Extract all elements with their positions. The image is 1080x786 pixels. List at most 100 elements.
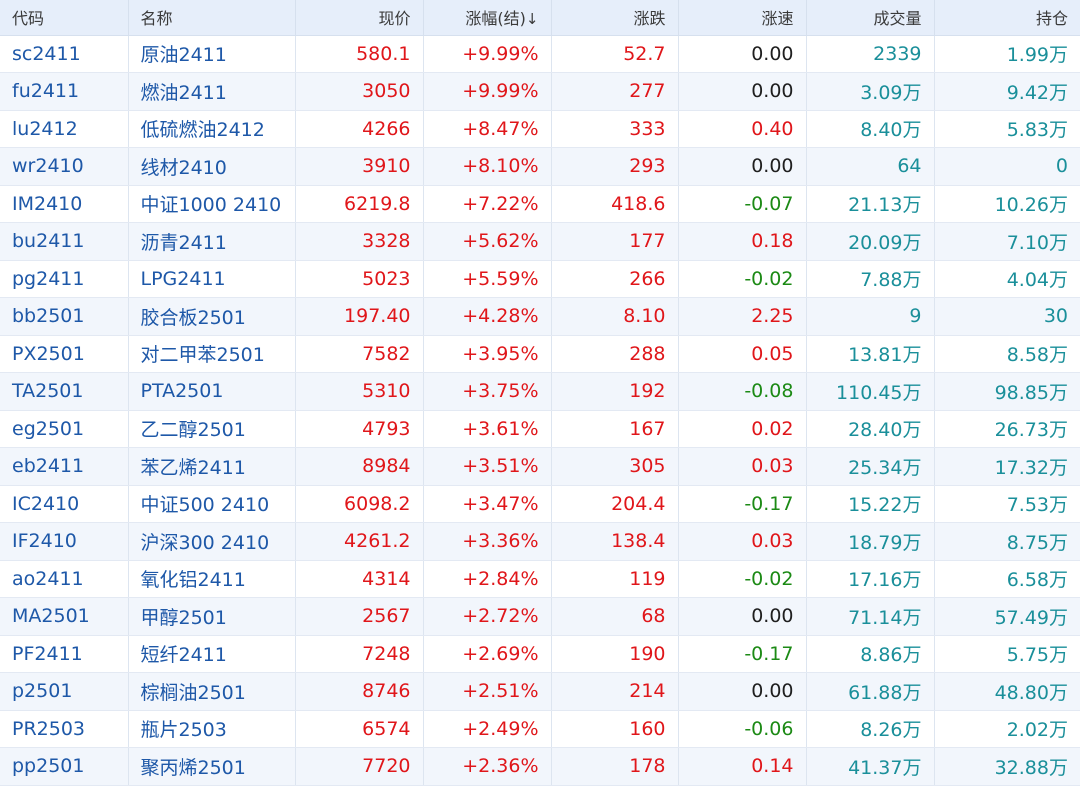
- price-cell: 6219.8: [295, 185, 424, 223]
- column-header-price[interactable]: 现价: [295, 0, 424, 36]
- table-row[interactable]: sc2411 原油2411 580.1 +9.99% 52.7 0.00 2339 1.99万: [0, 35, 1080, 73]
- table-row[interactable]: ao2411 氧化铝2411 4314 +2.84% 119 -0.02 17.16万 6.5…: [0, 560, 1080, 598]
- table-header: 代码 名称 现价 涨幅(结)↓ 涨跌 涨速 成交量 持仓: [0, 0, 1080, 36]
- speed-cell: 0.02: [678, 410, 807, 448]
- volume-cell: 28.40万: [806, 410, 935, 448]
- price-cell: 6574: [295, 710, 424, 748]
- name-cell: 原油2411: [128, 35, 296, 73]
- price-cell: 4793: [295, 410, 424, 448]
- open-interest-cell: 5.83万: [934, 110, 1080, 148]
- code-cell: pg2411: [0, 260, 129, 298]
- change-pct-cell: +2.84%: [423, 560, 552, 598]
- open-interest-cell: 5.75万: [934, 635, 1080, 673]
- change-pct-cell: +3.61%: [423, 410, 552, 448]
- open-interest-cell: 57.49万: [934, 597, 1080, 636]
- column-header-speed[interactable]: 涨速: [678, 0, 807, 36]
- speed-cell: 0.00: [678, 72, 807, 111]
- table-row[interactable]: eg2501 乙二醇2501 4793 +3.61% 167 0.02 28.40万 26.7…: [0, 410, 1080, 448]
- price-cell: 3910: [295, 147, 424, 186]
- table-row[interactable]: wr2410 线材2410 3910 +8.10% 293 0.00 64 0: [0, 147, 1080, 186]
- speed-cell: 0.40: [678, 110, 807, 148]
- column-header-volume-label: 成交量: [873, 9, 922, 29]
- price-cell: 197.40: [295, 297, 424, 336]
- table-row[interactable]: IC2410 中证500 2410 6098.2 +3.47% 204.4 -0.17 15…: [0, 485, 1080, 523]
- column-header-name[interactable]: 名称: [128, 0, 296, 36]
- change-cell: 277: [551, 72, 679, 111]
- change-cell: 160: [551, 710, 679, 748]
- open-interest-cell: 1.99万: [934, 35, 1080, 73]
- price-cell: 5023: [295, 260, 424, 298]
- table-body: sc2411 原油2411 580.1 +9.99% 52.7 0.00 2339 1.99万…: [0, 35, 1080, 786]
- volume-cell: 8.26万: [806, 710, 935, 748]
- name-cell: 对二甲苯2501: [128, 335, 296, 373]
- speed-cell: 2.25: [678, 297, 807, 336]
- change-cell: 177: [551, 222, 679, 261]
- open-interest-cell: 4.04万: [934, 260, 1080, 298]
- volume-cell: 7.88万: [806, 260, 935, 298]
- price-cell: 2567: [295, 597, 424, 636]
- volume-cell: 2339: [806, 35, 935, 73]
- volume-cell: 13.81万: [806, 335, 935, 373]
- change-cell: 8.10: [551, 297, 679, 336]
- code-cell: eg2501: [0, 410, 129, 448]
- change-cell: 68: [551, 597, 679, 636]
- price-cell: 7720: [295, 747, 424, 786]
- change-cell: 167: [551, 410, 679, 448]
- column-header-open-interest[interactable]: 持仓: [934, 0, 1080, 36]
- code-cell: sc2411: [0, 35, 129, 73]
- table-row[interactable]: pp2501 聚丙烯2501 7720 +2.36% 178 0.14 41.37万 32.8…: [0, 747, 1080, 786]
- code-cell: wr2410: [0, 147, 129, 186]
- code-cell: IM2410: [0, 185, 129, 223]
- column-header-change-label: 涨跌: [633, 9, 666, 29]
- price-cell: 8984: [295, 447, 424, 486]
- speed-cell: 0.14: [678, 747, 807, 786]
- name-cell: 胶合板2501: [128, 297, 296, 336]
- table-row[interactable]: TA2501 PTA2501 5310 +3.75% 192 -0.08 110.45万 98…: [0, 372, 1080, 411]
- price-cell: 3050: [295, 72, 424, 111]
- table-row[interactable]: eb2411 苯乙烯2411 8984 +3.51% 305 0.03 25.34万 17.3…: [0, 447, 1080, 486]
- name-cell: 苯乙烯2411: [128, 447, 296, 486]
- volume-cell: 21.13万: [806, 185, 935, 223]
- change-pct-cell: +8.10%: [423, 147, 552, 186]
- open-interest-cell: 9.42万: [934, 72, 1080, 111]
- code-cell: eb2411: [0, 447, 129, 486]
- change-pct-cell: +5.59%: [423, 260, 552, 298]
- table-row[interactable]: lu2412 低硫燃油2412 4266 +8.47% 333 0.40 8.40万 5.83…: [0, 110, 1080, 148]
- open-interest-cell: 98.85万: [934, 372, 1080, 411]
- table-row[interactable]: PF2411 短纤2411 7248 +2.69% 190 -0.17 8.86万 5.75万: [0, 635, 1080, 673]
- table-row[interactable]: PR2503 瓶片2503 6574 +2.49% 160 -0.06 8.26万 2.02万: [0, 710, 1080, 748]
- code-cell: p2501: [0, 672, 129, 711]
- speed-cell: -0.08: [678, 372, 807, 411]
- change-pct-cell: +5.62%: [423, 222, 552, 261]
- table-row[interactable]: MA2501 甲醇2501 2567 +2.72% 68 0.00 71.14万 57.49万: [0, 597, 1080, 636]
- change-pct-cell: +2.69%: [423, 635, 552, 673]
- table-row[interactable]: IF2410 沪深300 2410 4261.2 +3.36% 138.4 0.03 18.…: [0, 522, 1080, 561]
- change-pct-cell: +3.51%: [423, 447, 552, 486]
- table-row[interactable]: fu2411 燃油2411 3050 +9.99% 277 0.00 3.09万 9.42万: [0, 72, 1080, 111]
- code-cell: MA2501: [0, 597, 129, 636]
- column-header-volume[interactable]: 成交量: [806, 0, 935, 36]
- column-header-code[interactable]: 代码: [0, 0, 129, 36]
- change-pct-cell: +3.95%: [423, 335, 552, 373]
- code-cell: bb2501: [0, 297, 129, 336]
- column-header-code-label: 代码: [12, 9, 45, 29]
- change-cell: 190: [551, 635, 679, 673]
- table-row[interactable]: pg2411 LPG2411 5023 +5.59% 266 -0.02 7.88万 4.04…: [0, 260, 1080, 298]
- name-cell: 中证1000 2410: [128, 185, 296, 223]
- column-header-change-pct[interactable]: 涨幅(结)↓: [423, 0, 552, 36]
- table-row[interactable]: PX2501 对二甲苯2501 7582 +3.95% 288 0.05 13.81万 8.5…: [0, 335, 1080, 373]
- volume-cell: 71.14万: [806, 597, 935, 636]
- column-header-open-interest-label: 持仓: [1035, 9, 1068, 29]
- table-row[interactable]: bb2501 胶合板2501 197.40 +4.28% 8.10 2.25 9 30: [0, 297, 1080, 336]
- table-row[interactable]: p2501 棕榈油2501 8746 +2.51% 214 0.00 61.88万 48.80…: [0, 672, 1080, 711]
- code-cell: bu2411: [0, 222, 129, 261]
- open-interest-cell: 8.58万: [934, 335, 1080, 373]
- table-row[interactable]: IM2410 中证1000 2410 6219.8 +7.22% 418.6 -0.07 2…: [0, 185, 1080, 223]
- speed-cell: 0.03: [678, 522, 807, 561]
- change-cell: 418.6: [551, 185, 679, 223]
- volume-cell: 110.45万: [806, 372, 935, 411]
- table-row[interactable]: bu2411 沥青2411 3328 +5.62% 177 0.18 20.09万 7.10万: [0, 222, 1080, 261]
- column-header-change[interactable]: 涨跌: [551, 0, 679, 36]
- name-cell: PTA2501: [128, 372, 296, 411]
- column-header-speed-label: 涨速: [761, 9, 794, 29]
